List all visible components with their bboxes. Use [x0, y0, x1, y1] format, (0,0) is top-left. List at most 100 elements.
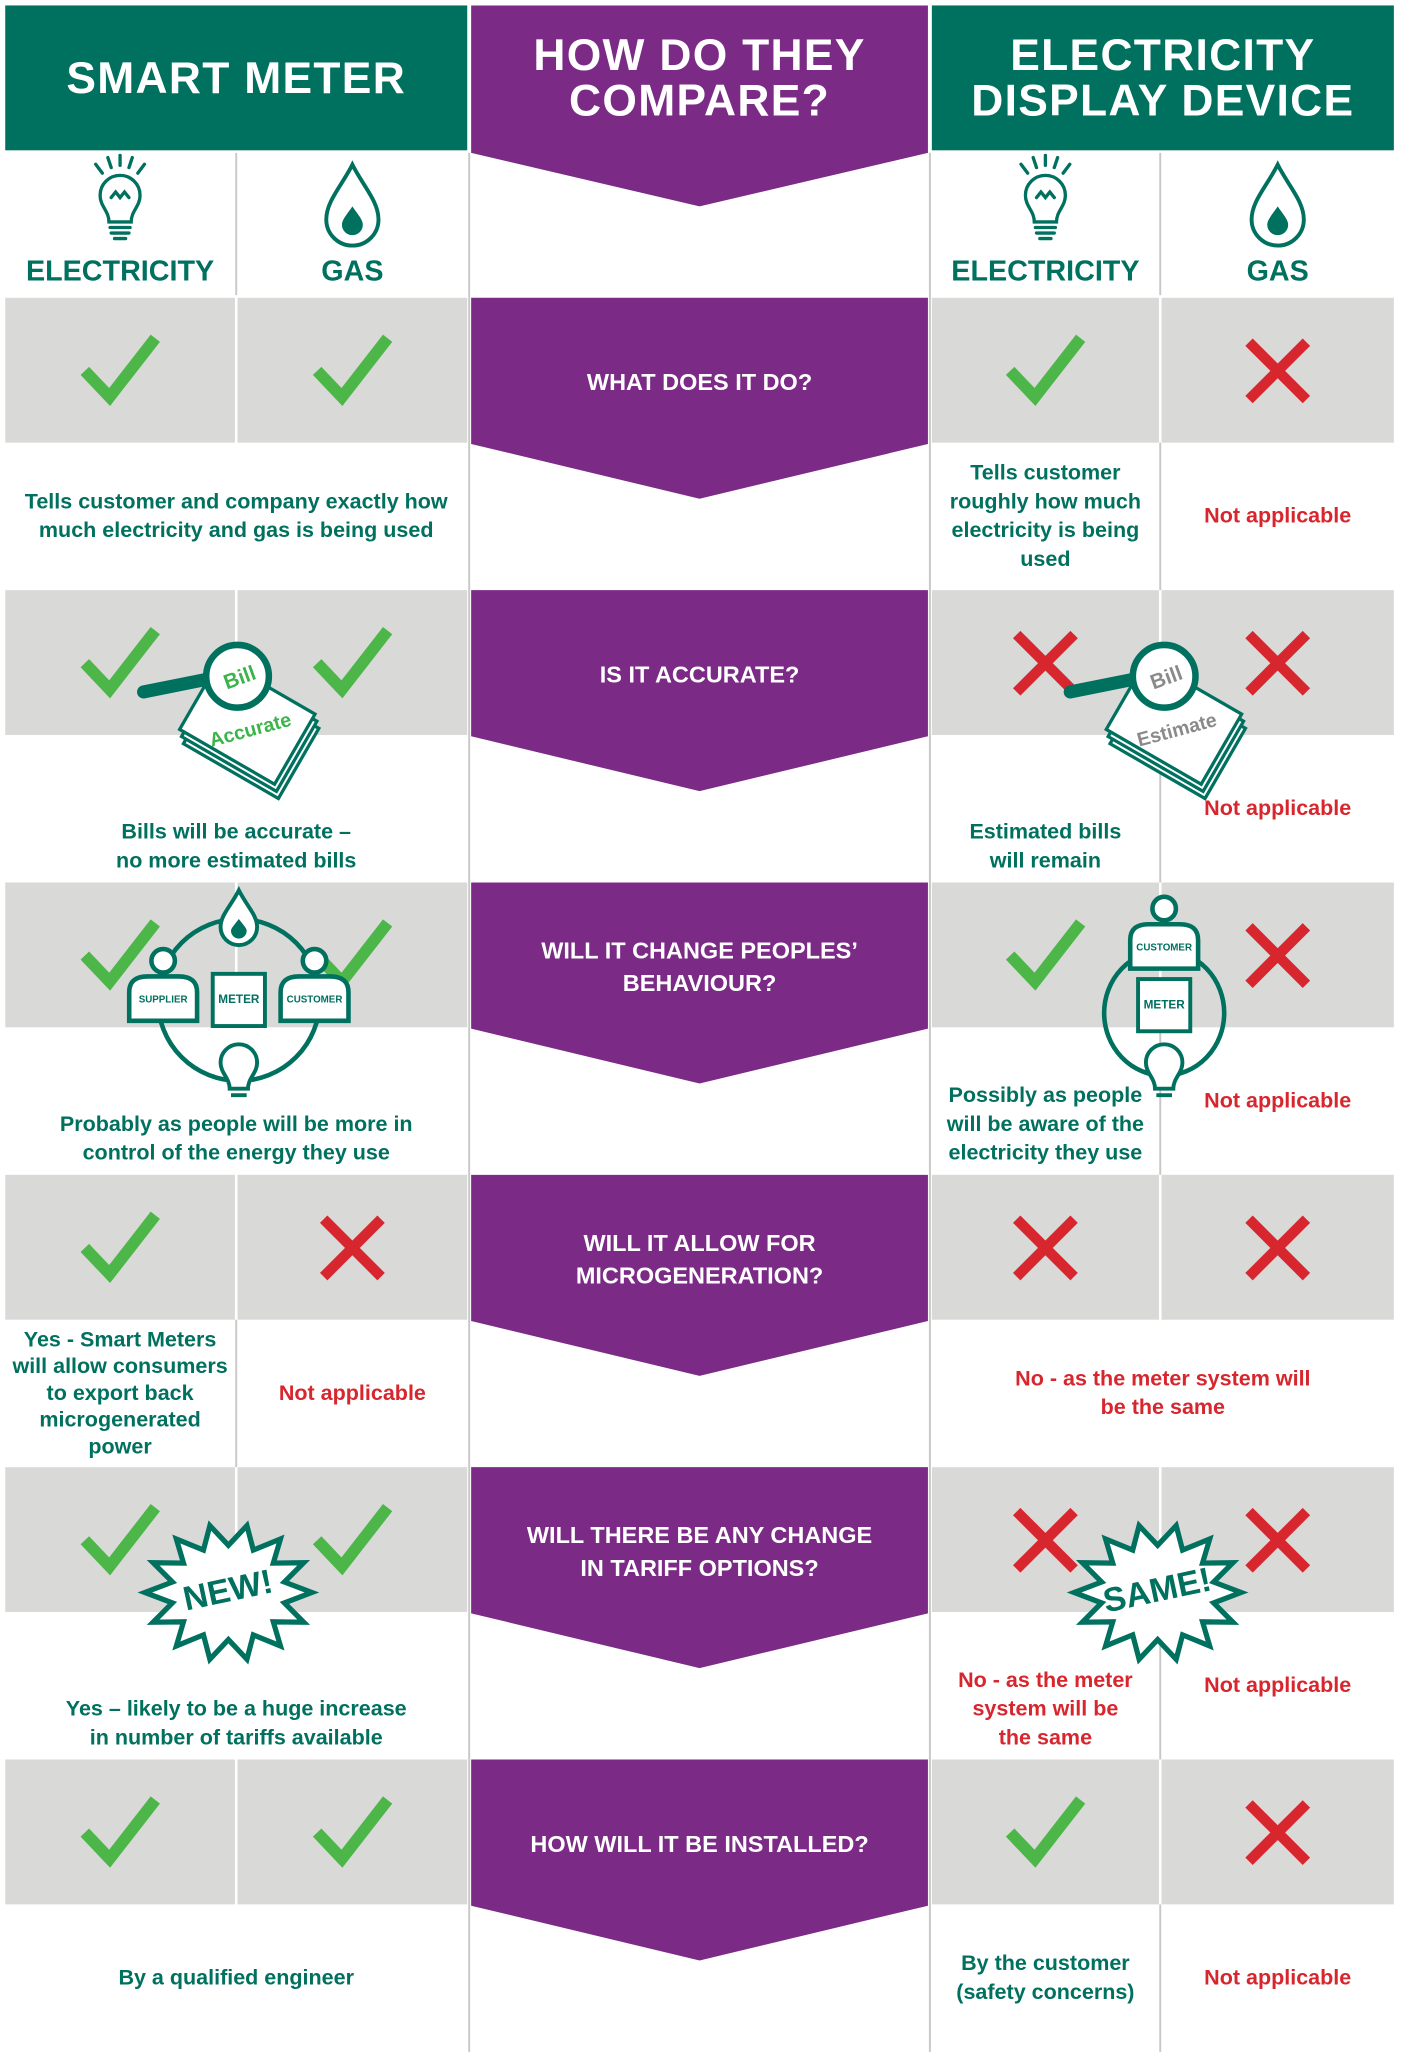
question-chevron [471, 1467, 928, 1669]
cross-stroke [1245, 1507, 1311, 1573]
description-text: No - as the meter [958, 1668, 1133, 1692]
header-title: SMART METER [66, 54, 406, 103]
bulb-ray [1061, 162, 1072, 175]
person-body [278, 974, 351, 1024]
description-text: roughly how much [950, 489, 1141, 513]
mark-band [237, 1759, 468, 1905]
check-stroke [80, 334, 160, 406]
meter-label: METER [218, 993, 260, 1006]
drop-outline [324, 160, 381, 248]
cross-stroke [1245, 1215, 1311, 1281]
cross-mark [1245, 1507, 1311, 1573]
header-title: ELECTRICITY [1010, 31, 1315, 80]
bulb-glass [98, 173, 142, 224]
cross-mark [1245, 1215, 1311, 1281]
question-text: WILL THERE BE ANY CHANGE [527, 1522, 872, 1548]
cross-stroke [1245, 923, 1311, 988]
cross-mark [1012, 1215, 1078, 1281]
mark-band [5, 882, 235, 1028]
bulb-icon [94, 153, 147, 241]
cross-mark [319, 1215, 385, 1281]
description-text: no more estimated bills [116, 848, 356, 872]
cycle-drop-inner [231, 919, 247, 939]
column-label: ELECTRICITY [26, 256, 214, 288]
person-head [1150, 894, 1179, 923]
person-body [126, 974, 200, 1024]
bulb-ray [1031, 155, 1039, 170]
question-text: IN TARIFF OPTIONS? [580, 1555, 818, 1581]
check-stroke [80, 919, 160, 991]
drop-inner [341, 206, 363, 236]
drop-icon [324, 160, 381, 248]
bulb-ray [136, 162, 147, 175]
question-text: WILL IT ALLOW FOR [583, 1230, 815, 1256]
person-label: CUSTOMER [287, 995, 343, 1006]
check-mark [1005, 919, 1086, 991]
check-stroke [1005, 919, 1086, 991]
check-stroke [80, 1504, 160, 1576]
description-text: much electricity and gas is being used [39, 518, 434, 542]
mark-band [237, 297, 468, 443]
header-title: COMPARE? [569, 77, 830, 126]
header-panel [5, 5, 468, 151]
description-text: Yes - Smart Meters [24, 1327, 217, 1351]
description-text: Bills will be accurate – [121, 820, 351, 844]
cross-mark [1012, 630, 1078, 696]
question-text: WILL IT CHANGE PEOPLES’ [541, 938, 858, 964]
cross-stroke [1245, 1800, 1311, 1866]
description-text: system will be [972, 1697, 1118, 1721]
description-text: Possibly as people [949, 1083, 1143, 1107]
column-label: ELECTRICITY [951, 256, 1139, 288]
question-text: HOW WILL IT BE INSTALLED? [530, 1831, 868, 1857]
bulb-ray [127, 155, 134, 170]
person-label: SUPPLIER [139, 995, 188, 1006]
description-text: Tells customer and company exactly how [25, 489, 448, 513]
cross-mark [1245, 923, 1311, 988]
cross-stroke [319, 1215, 385, 1281]
mark-band [237, 882, 468, 1028]
question-chevron [471, 590, 928, 792]
check-mark [80, 334, 160, 406]
mark-band [931, 1759, 1159, 1905]
person-head [149, 946, 178, 975]
description-text: No - as the meter system will [1015, 1366, 1310, 1390]
description-text: will allow consumers [11, 1354, 227, 1378]
question-chevron [471, 1759, 928, 1961]
check-mark [312, 1796, 393, 1868]
bulb-ray [94, 162, 104, 175]
cycle-drop [218, 885, 260, 948]
bulb-ray [106, 155, 113, 170]
bulb-base [108, 225, 132, 241]
description-text: control of the energy they use [83, 1141, 390, 1165]
cross-mark [1012, 1507, 1078, 1573]
drop-outline [1249, 160, 1306, 248]
description-text: Probably as people will be more in [60, 1112, 413, 1136]
person-label: CUSTOMER [1136, 942, 1192, 953]
bulb-base [1033, 225, 1058, 241]
description-text: Yes – likely to be a huge increase [66, 1697, 407, 1721]
question-text: MICROGENERATION? [576, 1262, 823, 1288]
mark-band [5, 1759, 235, 1905]
check-stroke [312, 1796, 393, 1868]
description-text: microgenerated [39, 1408, 200, 1432]
person-head [300, 946, 329, 975]
drop-inner [1267, 206, 1289, 236]
header-panel [931, 5, 1394, 151]
check-mark [80, 1211, 160, 1284]
description-text: electricity they use [949, 1141, 1143, 1165]
magnifier-lens [1129, 641, 1199, 711]
bulb-icon [1019, 153, 1072, 241]
check-mark [312, 334, 393, 406]
header-title: HOW DO THEY [533, 31, 865, 80]
description-text: Not applicable [1204, 1965, 1351, 1989]
cross-stroke [1012, 1507, 1078, 1573]
description-text: Not applicable [1204, 1673, 1351, 1697]
mark-band [931, 297, 1159, 443]
magnifier-handle [137, 672, 216, 699]
magnifier-handle [1063, 672, 1142, 699]
cross-stroke [1012, 1215, 1078, 1281]
question-chevron [471, 882, 928, 1084]
person-body [1127, 921, 1201, 971]
